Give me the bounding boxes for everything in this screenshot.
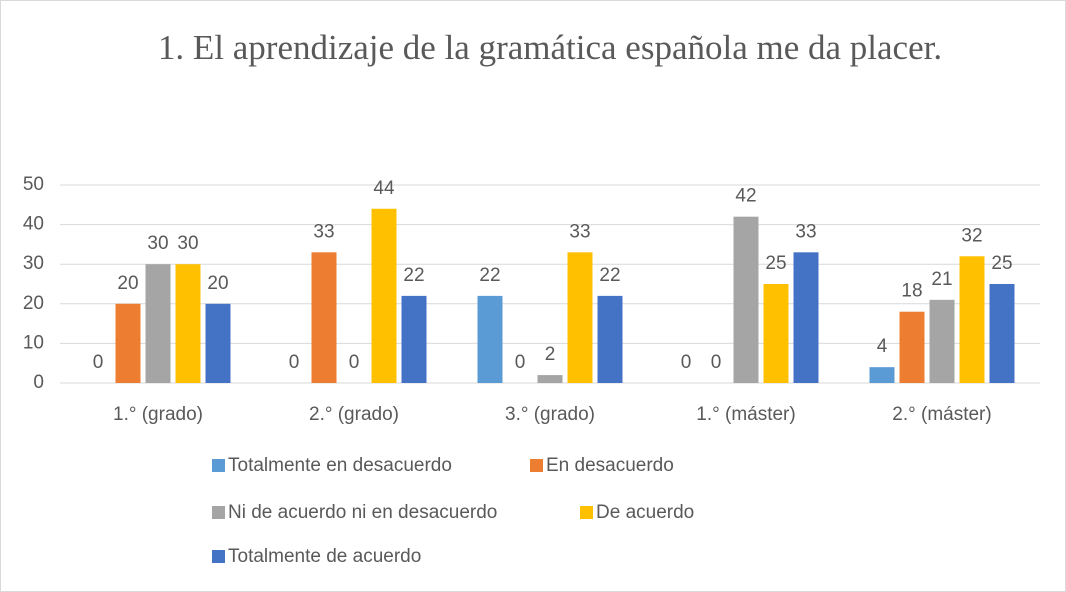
- legend-label: Totalmente en desacuerdo: [228, 455, 452, 476]
- bar: [371, 208, 397, 383]
- legend-label: Ni de acuerdo ni en desacuerdo: [228, 502, 497, 523]
- legend-swatch: [212, 550, 225, 563]
- bar: [145, 264, 171, 383]
- data-label: 0: [93, 352, 104, 373]
- bar: [929, 299, 955, 383]
- legend-label: De acuerdo: [596, 502, 694, 523]
- legend-label: En desacuerdo: [546, 455, 674, 476]
- y-tick-label: 10: [23, 332, 44, 353]
- x-tick-label: 2.° (máster): [892, 404, 991, 425]
- data-label: 0: [515, 352, 526, 373]
- chart-title: 1. El aprendizaje de la gramática españo…: [157, 28, 943, 67]
- data-label: 33: [313, 221, 334, 242]
- data-label: 0: [349, 352, 360, 373]
- data-label: 22: [403, 265, 424, 286]
- bar: [989, 284, 1015, 383]
- bar: [869, 367, 895, 383]
- y-tick-label: 0: [33, 372, 44, 393]
- bar: [959, 256, 985, 383]
- bar: [763, 284, 789, 383]
- data-label: 20: [207, 273, 228, 294]
- data-label: 2: [545, 344, 556, 365]
- legend-swatch: [530, 459, 543, 472]
- data-label: 25: [765, 253, 786, 274]
- data-label: 18: [901, 281, 922, 302]
- bar: [205, 303, 231, 383]
- bar: [175, 264, 201, 383]
- bar: [733, 216, 759, 383]
- bar: [899, 311, 925, 383]
- data-label: 33: [569, 221, 590, 242]
- legend-swatch: [580, 506, 593, 519]
- x-tick-label: 1.° (grado): [113, 404, 203, 425]
- data-label: 0: [289, 352, 300, 373]
- data-label: 30: [177, 233, 198, 254]
- data-label: 33: [795, 221, 816, 242]
- data-label: 30: [147, 233, 168, 254]
- y-tick-label: 30: [23, 253, 44, 274]
- data-label: 21: [931, 269, 952, 290]
- bar: [401, 295, 427, 383]
- data-label: 25: [991, 253, 1012, 274]
- bar: [115, 303, 141, 383]
- data-label: 4: [877, 336, 888, 357]
- data-label: 0: [711, 352, 722, 373]
- data-label: 22: [599, 265, 620, 286]
- legend-swatch: [212, 459, 225, 472]
- y-tick-label: 50: [23, 174, 44, 195]
- x-tick-label: 3.° (grado): [505, 404, 595, 425]
- data-label: 42: [735, 186, 756, 207]
- bar: [793, 252, 819, 383]
- x-tick-label: 1.° (máster): [696, 404, 795, 425]
- data-label: 44: [373, 178, 395, 199]
- y-tick-label: 20: [23, 293, 44, 314]
- data-label: 32: [961, 225, 982, 246]
- bar: [477, 295, 503, 383]
- bar: [537, 375, 563, 383]
- y-tick-label: 40: [23, 214, 44, 235]
- data-label: 20: [117, 273, 138, 294]
- legend-swatch: [212, 506, 225, 519]
- bar: [567, 252, 593, 383]
- x-tick-label: 2.° (grado): [309, 404, 399, 425]
- data-label: 0: [681, 352, 692, 373]
- legend-label: Totalmente de acuerdo: [228, 546, 421, 567]
- bar: [597, 295, 623, 383]
- data-label: 22: [479, 265, 500, 286]
- bar: [311, 252, 337, 383]
